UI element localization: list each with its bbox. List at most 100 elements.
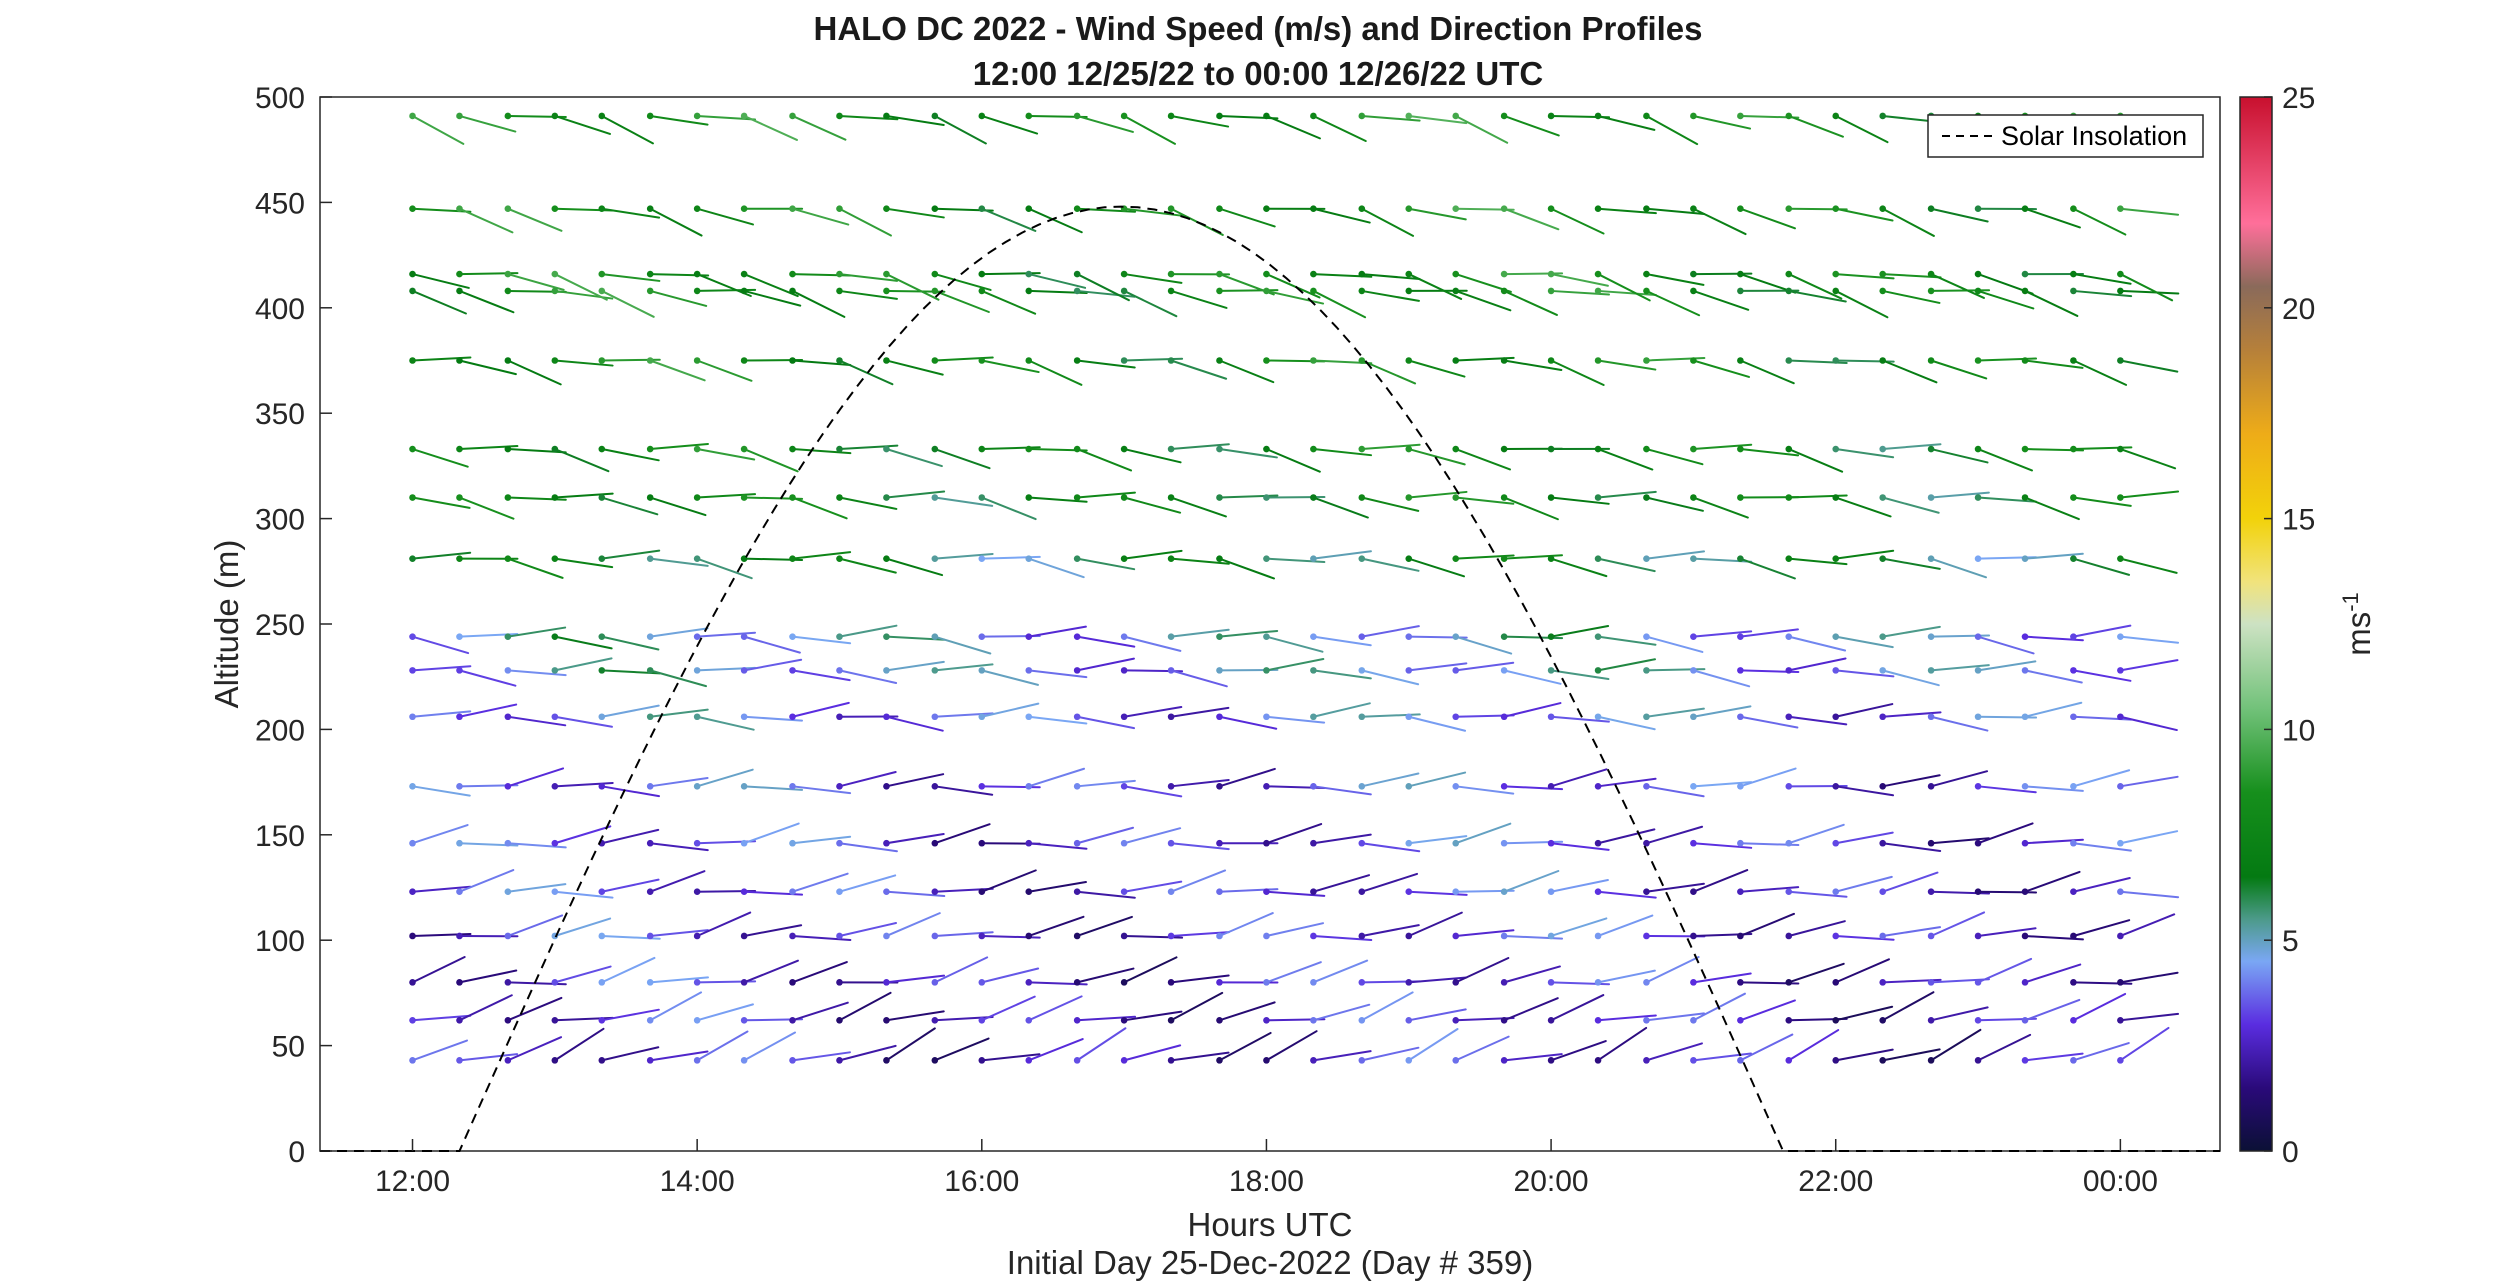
wind-barb-point — [1452, 839, 1460, 847]
x-tick-label: 22:00 — [1798, 1165, 1873, 1198]
wind-barb-shaft — [1930, 557, 1988, 579]
wind-barb-point — [1452, 494, 1460, 501]
wind-barb-shaft — [885, 273, 940, 301]
wind-barb-point — [2070, 888, 2077, 896]
wind-barb-point — [598, 888, 606, 896]
wind-barb-point — [504, 287, 512, 295]
wind-barb-point — [1547, 445, 1555, 453]
wind-barb-point — [1690, 205, 1697, 213]
wind-barb-shaft — [600, 273, 661, 282]
wind-barb-point — [740, 932, 748, 940]
wind-barb-shaft — [1834, 1005, 1894, 1022]
wind-barb-point — [2070, 979, 2077, 986]
wind-barb-point — [2117, 494, 2124, 501]
wind-barb-point — [504, 932, 512, 940]
wind-barb-shaft — [1881, 443, 1942, 451]
wind-barb-shaft — [791, 207, 850, 226]
wind-barb-point — [1643, 445, 1650, 453]
wind-barb-point — [1167, 932, 1175, 940]
wind-barb-shaft — [696, 715, 755, 731]
wind-barb-point — [1737, 839, 1744, 847]
wind-barb-point — [1974, 1017, 1982, 1024]
x-tick-label: 00:00 — [2083, 1165, 2158, 1198]
wind-barb-shaft — [743, 1031, 797, 1062]
wind-barb-shaft — [1597, 1014, 1657, 1022]
wind-barb-point — [1547, 287, 1555, 295]
wind-barb-point — [1120, 713, 1128, 721]
wind-barb-shaft — [1123, 1010, 1183, 1022]
wind-barb-point — [1785, 112, 1793, 120]
wind-barb-point — [1310, 783, 1317, 790]
wind-barb-point — [1643, 357, 1650, 364]
wind-barb-shaft — [1692, 972, 1752, 984]
wind-barb-point — [693, 205, 701, 213]
wind-barb-point — [551, 667, 559, 674]
wind-barb-shaft — [1787, 920, 1846, 937]
wind-barb-shaft — [1312, 635, 1372, 647]
wind-barb-point — [1832, 839, 1840, 847]
wind-barb-point — [1974, 287, 1982, 295]
wind-barb-shaft — [1027, 915, 1085, 937]
wind-barb-point — [789, 713, 796, 721]
wind-barb-shaft — [1597, 114, 1656, 131]
wind-barb-point — [1073, 357, 1081, 364]
wind-barb-shaft — [458, 289, 515, 314]
wind-barb-point — [978, 783, 986, 790]
wind-barb-point — [978, 112, 986, 120]
wind-barb-shaft — [696, 557, 753, 580]
wind-barb-point — [1500, 932, 1508, 940]
wind-barb-shaft — [933, 273, 992, 291]
wind-barb-point — [504, 357, 512, 364]
wind-barb-point — [1500, 633, 1508, 640]
wind-barb-shaft — [1454, 957, 1510, 984]
wind-barb-shaft — [1834, 289, 1889, 319]
wind-barb-shaft — [2119, 448, 2177, 470]
wind-barb-shaft — [1834, 831, 1894, 845]
wind-barb-point — [1500, 667, 1508, 674]
wind-barb-shaft — [885, 715, 944, 732]
chart-title-line1: HALO DC 2022 - Wind Speed (m/s) and Dire… — [813, 10, 1702, 47]
wind-barb-shaft — [1645, 448, 1704, 466]
wind-barb-point — [1025, 932, 1033, 940]
wind-barb-shaft — [1881, 926, 1942, 937]
wind-barb-point — [740, 633, 748, 640]
wind-barb-point — [551, 287, 559, 295]
wind-barb-shaft — [2119, 273, 2174, 302]
wind-barb-shaft — [2024, 207, 2081, 229]
wind-barb-point — [789, 287, 796, 295]
wind-barb-point — [1879, 839, 1886, 847]
wind-barb-point — [2117, 205, 2124, 213]
wind-barb-point — [1832, 112, 1840, 120]
wind-barb-point — [2021, 1017, 2029, 1024]
wind-barb-point — [2021, 667, 2029, 674]
wind-barb-point — [740, 494, 748, 501]
wind-barb-point — [1927, 1057, 1935, 1064]
wind-barb-point — [1832, 633, 1840, 640]
wind-barb-point — [1310, 494, 1317, 501]
wind-barb-point — [1310, 1017, 1317, 1024]
x-tick-label: 16:00 — [944, 1165, 1019, 1198]
wind-barb-shaft — [1123, 289, 1178, 318]
wind-barb-point — [598, 979, 606, 986]
wind-barb-point — [978, 667, 986, 674]
wind-barb-shaft — [1123, 635, 1182, 652]
wind-barb-point — [1927, 445, 1935, 453]
wind-barb-point — [2117, 713, 2124, 721]
wind-barb-point — [1785, 932, 1793, 940]
wind-barb-point — [1643, 979, 1650, 986]
wind-barb-point — [1167, 494, 1175, 501]
wind-barb-point — [1737, 1057, 1744, 1064]
wind-barb-point — [1879, 445, 1886, 453]
wind-barb-point — [2117, 932, 2124, 940]
wind-barb-shaft — [696, 768, 754, 788]
wind-barb-shaft — [696, 359, 753, 382]
wind-barb-shaft — [1550, 842, 1610, 851]
wind-barb-point — [409, 555, 416, 562]
x-tick-label: 14:00 — [660, 1165, 735, 1198]
wind-barb-shaft — [411, 785, 471, 797]
wind-barb-point — [646, 112, 654, 120]
wind-barb-shaft — [838, 359, 894, 386]
wind-barb-point — [551, 839, 559, 847]
wind-barb-shaft — [458, 669, 517, 687]
wind-barb-point — [931, 932, 939, 940]
